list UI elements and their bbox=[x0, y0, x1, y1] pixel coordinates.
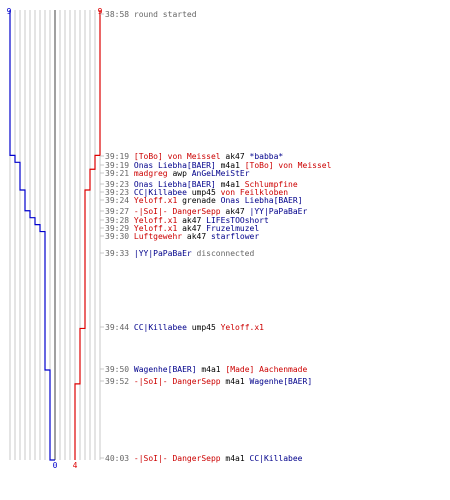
log-time: 39:23 bbox=[105, 188, 134, 197]
log-time: 39:30 bbox=[105, 232, 134, 241]
log-time: 39:19 bbox=[105, 161, 134, 170]
player-name: CC|Killabee bbox=[133, 188, 187, 197]
weapon: ak47 bbox=[220, 152, 250, 161]
event-text: round started bbox=[133, 10, 197, 19]
log-time: 39:19 bbox=[105, 152, 134, 161]
weapon: grenade bbox=[177, 196, 221, 205]
weapon: ak47 bbox=[177, 224, 207, 233]
log-time: 39:29 bbox=[105, 224, 134, 233]
weapon: m4a1 bbox=[220, 377, 250, 386]
log-row: 39:19 Onas Liebha[BAER] m4a1 [ToBo] von … bbox=[105, 161, 331, 171]
player-name: Wagenhe[BAER] bbox=[133, 365, 197, 374]
player-name: Yeloff.x1 bbox=[133, 216, 178, 225]
event-text: disconnected bbox=[191, 249, 255, 258]
log-row: 39:19 [ToBo] von Meissel ak47 *babba* bbox=[105, 152, 283, 162]
player-name: [ToBo] von Meissel bbox=[133, 152, 221, 161]
log-time: 39:44 bbox=[105, 323, 134, 332]
player-name: madgreg bbox=[133, 169, 168, 178]
log-time: 39:27 bbox=[105, 207, 134, 216]
player-name: |YY|PaPaBaEr bbox=[133, 249, 192, 258]
player-name: Yeloff.x1 bbox=[220, 323, 264, 332]
log-time: 39:33 bbox=[105, 249, 134, 258]
log-row: 39:44 CC|Killabee ump45 Yeloff.x1 bbox=[105, 323, 264, 333]
weapon: ump45 bbox=[186, 188, 221, 197]
player-name: Onas Liebha[BAER] bbox=[133, 161, 216, 170]
weapon: ak47 bbox=[182, 232, 211, 241]
log-time: 39:28 bbox=[105, 216, 134, 225]
log-row: 39:28 Yeloff.x1 ak47 LIFEsTOOshort bbox=[105, 216, 269, 226]
log-row: 39:50 Wagenhe[BAER] m4a1 [Made] Aachenma… bbox=[105, 365, 307, 375]
player-name: Onas Liebha[BAER] bbox=[220, 196, 303, 205]
log-row: 39:24 Yeloff.x1 grenade Onas Liebha[BAER… bbox=[105, 196, 303, 206]
player-name: Onas Liebha[BAER] bbox=[133, 180, 216, 189]
player-name: *babba* bbox=[249, 152, 284, 161]
log-time: 39:21 bbox=[105, 169, 134, 178]
player-name: Luftgewehr bbox=[133, 232, 183, 241]
red-end-count: 4 bbox=[73, 461, 78, 470]
player-name: -|SoI|- DangerSepp bbox=[133, 377, 221, 386]
log-time: 38:58 bbox=[105, 10, 134, 19]
player-name: Yeloff.x1 bbox=[133, 196, 178, 205]
player-name: CC|Killabee bbox=[249, 454, 303, 463]
weapon: ump45 bbox=[186, 323, 221, 332]
log-row: 39:52 -|SoI|- DangerSepp m4a1 Wagenhe[BA… bbox=[105, 377, 312, 387]
player-name: AnGeLMeiStEr bbox=[191, 169, 250, 178]
log-row: 39:27 -|SoI|- DangerSepp ak47 |YY|PaPaBa… bbox=[105, 207, 307, 217]
player-name: Fruzelmuzel bbox=[206, 224, 260, 233]
weapon: ak47 bbox=[220, 207, 250, 216]
log-time: 40:03 bbox=[105, 454, 134, 463]
player-name: Yeloff.x1 bbox=[133, 224, 178, 233]
weapon: ak47 bbox=[177, 216, 207, 225]
log-time: 39:23 bbox=[105, 180, 134, 189]
player-name: -|SoI|- DangerSepp bbox=[133, 454, 221, 463]
log-row: 39:23 Onas Liebha[BAER] m4a1 Schlumpfine bbox=[105, 180, 298, 190]
player-name: Wagenhe[BAER] bbox=[249, 377, 313, 386]
log-row: 39:29 Yeloff.x1 ak47 Fruzelmuzel bbox=[105, 224, 259, 234]
player-name: starflower bbox=[210, 232, 260, 241]
player-name: |YY|PaPaBaEr bbox=[249, 207, 308, 216]
log-time: 39:50 bbox=[105, 365, 134, 374]
player-name: LIFEsTOOshort bbox=[206, 216, 269, 225]
weapon: m4a1 bbox=[215, 161, 245, 170]
weapon: m4a1 bbox=[196, 365, 226, 374]
log-row: 39:21 madgreg awp AnGeLMeiStEr bbox=[105, 169, 250, 179]
log-row: 39:23 CC|Killabee ump45 von Feilkloben bbox=[105, 188, 288, 198]
log-row: 40:03 -|SoI|- DangerSepp m4a1 CC|Killabe… bbox=[105, 454, 303, 464]
log-time: 39:52 bbox=[105, 377, 134, 386]
weapon: m4a1 bbox=[215, 180, 245, 189]
player-name: von Feilkloben bbox=[220, 188, 289, 197]
player-name: CC|Killabee bbox=[133, 323, 187, 332]
player-name: Schlumpfine bbox=[244, 180, 298, 189]
player-name: -|SoI|- DangerSepp bbox=[133, 207, 221, 216]
blue-start-count: 9 bbox=[7, 7, 12, 16]
player-name: [Made] Aachenmade bbox=[225, 365, 308, 374]
blue-end-count: 0 bbox=[53, 461, 58, 470]
weapon: m4a1 bbox=[220, 454, 250, 463]
player-name: [ToBo] von Meissel bbox=[244, 161, 332, 170]
log-row: 39:33 |YY|PaPaBaEr disconnected bbox=[105, 249, 254, 259]
weapon: awp bbox=[167, 169, 192, 178]
red-start-count: 9 bbox=[98, 7, 103, 16]
log-row: 39:30 Luftgewehr ak47 starflower bbox=[105, 232, 259, 242]
blue-team-line bbox=[9, 10, 55, 461]
red-team-line bbox=[74, 10, 101, 460]
log-time: 39:24 bbox=[105, 196, 134, 205]
log-row: 38:58 round started bbox=[105, 10, 197, 20]
